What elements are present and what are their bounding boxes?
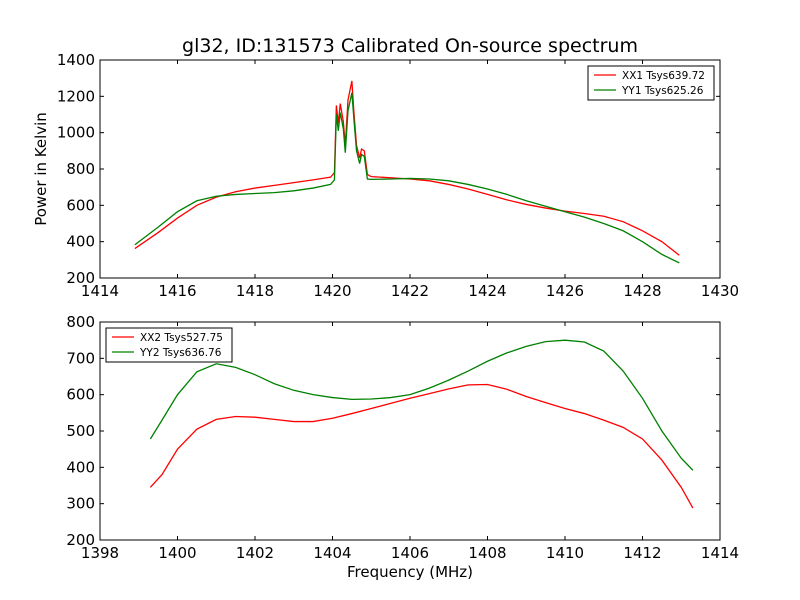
- top-legend-box: [587, 65, 715, 101]
- figure-title: gl32, ID:131573 Calibrated On-source spe…: [182, 35, 638, 57]
- bottom-y-tick-label: 600: [66, 386, 95, 404]
- top-legend-label-2: YY1 Tsys625.26: [621, 85, 704, 97]
- bottom-x-tick-label: 1406: [391, 544, 429, 562]
- top-y-tick-label: 800: [66, 160, 95, 178]
- top-x-tick-label: 1422: [391, 282, 429, 300]
- top-x-tick-label: 1416: [158, 282, 196, 300]
- x-axis-label: Frequency (MHz): [347, 563, 473, 581]
- top-y-tick-label: 400: [66, 233, 95, 251]
- bottom-y-tick-label: 700: [66, 349, 95, 367]
- bottom-y-tick-label: 300: [66, 495, 95, 513]
- bottom-series-2-line: [149, 339, 694, 471]
- top-x-tick-label: 1426: [546, 282, 584, 300]
- top-y-tick-label: 1400: [57, 51, 95, 69]
- bottom-y-tick-label: 400: [66, 458, 95, 476]
- y-axis-label: Power in Kelvin: [32, 112, 50, 226]
- bottom-legend-box: [105, 327, 233, 363]
- bottom-x-tick-label: 1410: [546, 544, 584, 562]
- top-y-tick-label: 1200: [57, 87, 95, 105]
- top-x-tick-label: 1428: [623, 282, 661, 300]
- bottom-x-tick-label: 1408: [468, 544, 506, 562]
- top-series-1-line: [134, 80, 680, 256]
- top-y-tick-label: 600: [66, 196, 95, 214]
- bottom-x-tick-label: 1414: [701, 544, 739, 562]
- top-legend: XX1 Tsys639.72 YY1 Tsys625.26: [587, 65, 715, 101]
- bottom-x-tick-label: 1400: [158, 544, 196, 562]
- top-x-tick-label: 1430: [701, 282, 739, 300]
- top-y-tick-label: 1000: [57, 124, 95, 142]
- bottom-x-tick-label: 1404: [313, 544, 351, 562]
- bottom-spectrum-panel: 1398 1400 1402 1404 1406 1408 1410 1412 1414 200 3…: [66, 313, 739, 562]
- bottom-legend: XX2 Tsys527.75 YY2 Tsys636.76: [105, 327, 233, 363]
- bottom-series-1-line: [149, 383, 694, 509]
- bottom-x-tick-label: 1398: [81, 544, 119, 562]
- top-x-tick-label: 1420: [313, 282, 351, 300]
- bottom-legend-label-1: XX2 Tsys527.75: [140, 332, 223, 344]
- top-legend-label-1: XX1 Tsys639.72: [622, 70, 705, 82]
- top-spectrum-panel: 1414 1416 1418 1420 1422 1424 1426 1428 1430 200 4…: [57, 51, 739, 300]
- bottom-y-tick-label: 200: [66, 531, 95, 549]
- bottom-y-tick-label: 500: [66, 422, 95, 440]
- bottom-y-tick-label: 800: [66, 313, 95, 331]
- top-x-tick-label: 1414: [81, 282, 119, 300]
- top-x-tick-label: 1424: [468, 282, 506, 300]
- bottom-x-tick-label: 1402: [236, 544, 274, 562]
- top-series-2-line: [134, 92, 680, 264]
- bottom-legend-label-2: YY2 Tsys636.76: [139, 347, 222, 359]
- top-x-tick-label: 1418: [236, 282, 274, 300]
- top-y-tick-label: 200: [66, 269, 95, 287]
- bottom-x-tick-label: 1412: [623, 544, 661, 562]
